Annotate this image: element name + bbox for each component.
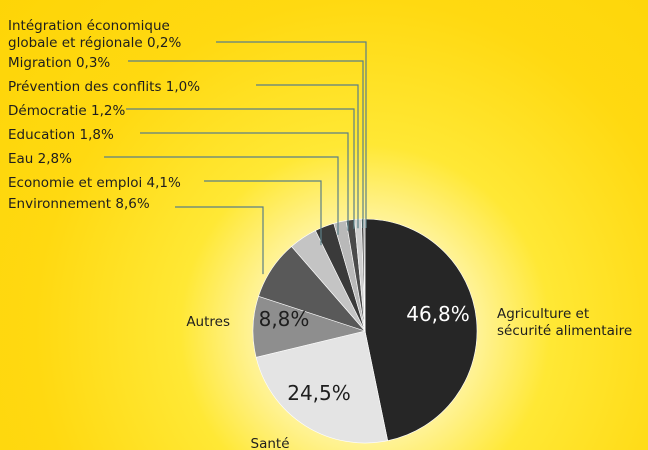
- label-education: Education 1,8%: [8, 127, 114, 143]
- leader-line-integration: [216, 41, 367, 228]
- value-autres: 8,8%: [259, 307, 310, 331]
- leader-line-environnement: [175, 206, 264, 275]
- slice-sante: [255, 330, 389, 444]
- label-eau: Eau 2,8%: [8, 151, 72, 167]
- label-integration-line-2: globale et régionale 0,2%: [8, 35, 181, 51]
- label-agriculture-line-1: Agriculture et: [497, 306, 589, 322]
- value-sante: 24,5%: [287, 381, 351, 405]
- leader-line-eau: [104, 156, 339, 235]
- label-autres: Autres: [186, 314, 230, 330]
- label-prevention: Prévention des conflits 1,0%: [8, 79, 200, 95]
- label-integration-line-1: Intégration économique: [8, 18, 170, 34]
- leader-line-education: [140, 132, 349, 231]
- label-environnement: Environnement 8,6%: [8, 196, 150, 212]
- label-migration: Migration 0,3%: [8, 55, 110, 71]
- pie-slices: [252, 218, 478, 444]
- leader-line-democratie: [126, 108, 355, 229]
- leader-line-economie: [204, 180, 322, 246]
- leader-lines: [104, 41, 367, 275]
- leader-line-prevention: [256, 84, 359, 229]
- label-economie: Economie et emploi 4,1%: [8, 175, 181, 191]
- leader-line-migration: [128, 60, 364, 228]
- label-agriculture-line-2: sécurité alimentaire: [497, 323, 632, 339]
- label-sante: Santé: [251, 436, 290, 450]
- label-democratie: Démocratie 1,2%: [8, 103, 125, 119]
- value-agriculture: 46,8%: [406, 302, 470, 326]
- slice-agriculture: [364, 218, 478, 442]
